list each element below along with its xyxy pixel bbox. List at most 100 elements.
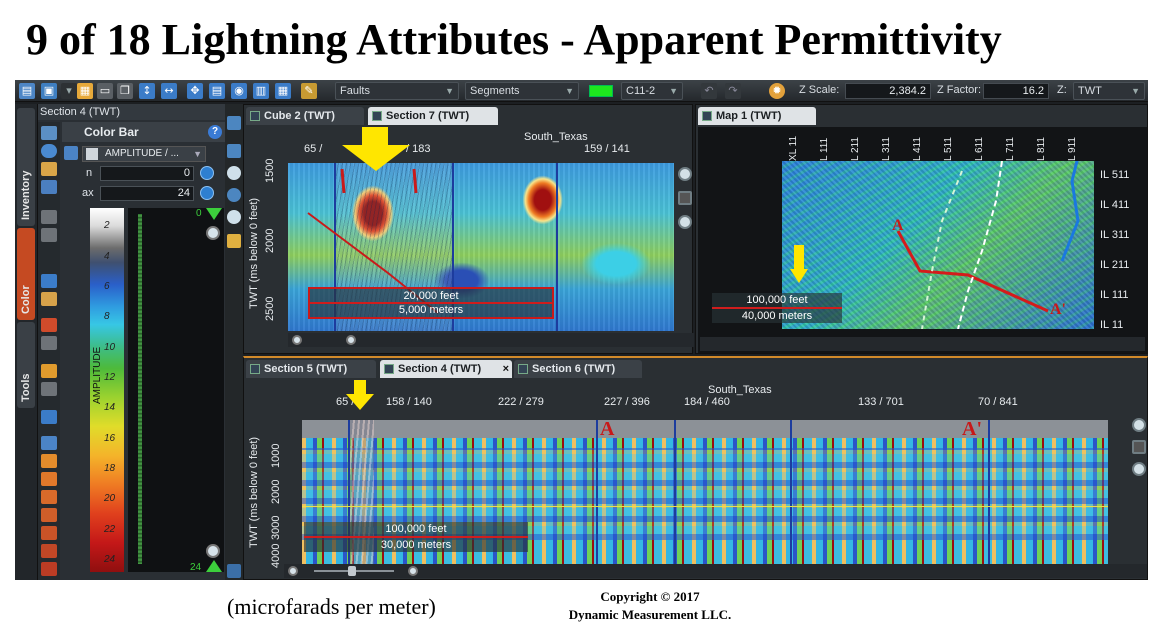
grid-icon[interactable]: ▦ (275, 83, 291, 99)
pan-icon[interactable]: ↕ (139, 83, 155, 99)
horizontal-scrollbar[interactable] (284, 564, 1147, 578)
pan-icon[interactable] (1132, 440, 1146, 454)
table-icon[interactable] (41, 436, 57, 450)
zoom-out-icon[interactable] (678, 215, 692, 229)
tab-tools[interactable]: Tools (17, 322, 35, 408)
min-field[interactable]: 0 (100, 166, 194, 181)
sun-icon[interactable]: ✹ (769, 83, 785, 99)
yellow-arrow-head (346, 394, 374, 410)
pan-icon[interactable] (678, 191, 692, 205)
tab-section-6[interactable]: Section 6 (TWT) (514, 360, 642, 378)
z-scale-field[interactable]: 2,384.2 (845, 83, 931, 99)
split-icon[interactable] (41, 274, 57, 288)
scale-feet-label: 20,000 feet (403, 290, 459, 302)
gradient-icon[interactable] (41, 454, 57, 468)
gradient-icon[interactable] (41, 490, 57, 504)
zoom-in-icon[interactable] (678, 167, 692, 181)
tab-section-7[interactable]: Section 7 (TWT) (368, 107, 498, 125)
gradient-icon[interactable] (41, 508, 57, 522)
rotate-icon[interactable] (227, 188, 241, 202)
brush-icon[interactable] (41, 364, 57, 378)
zoom-icon[interactable] (227, 166, 241, 180)
undo-icon[interactable] (41, 210, 57, 224)
view-icon[interactable]: ▥ (253, 83, 269, 99)
max-reset-button[interactable] (200, 186, 214, 200)
help-icon[interactable]: ? (208, 125, 222, 139)
scale-feet-label: 100,000 feet (746, 294, 808, 306)
segments-combo[interactable]: Segments ▼ (465, 82, 579, 100)
camera-icon[interactable]: ◉ (231, 83, 247, 99)
select-icon[interactable] (227, 144, 241, 158)
horizon-combo[interactable]: C11-2 ▼ (621, 82, 683, 100)
zoom-out-icon[interactable] (206, 544, 220, 558)
yellow-arrow-head (342, 145, 410, 171)
max-field[interactable]: 24 (100, 186, 194, 201)
redo-icon[interactable] (41, 228, 57, 242)
tab-section-4[interactable]: Section 4 (TWT) × (380, 360, 512, 378)
zoom-in-icon[interactable] (206, 226, 220, 240)
dropdown-icon[interactable]: ▾ (61, 83, 77, 99)
fit-icon[interactable]: ↔ (161, 83, 177, 99)
undo-icon[interactable]: ↶ (701, 83, 717, 99)
list-icon[interactable] (41, 126, 57, 140)
gradient-icon[interactable] (41, 562, 57, 576)
zoom-in-icon[interactable] (408, 566, 418, 576)
horizon-color-swatch[interactable] (589, 85, 613, 97)
color-scale-bar[interactable] (90, 208, 124, 572)
zoom-out-icon[interactable] (292, 335, 302, 345)
z-factor-field[interactable]: 16.2 (983, 83, 1049, 99)
color-chip-icon[interactable] (41, 292, 57, 306)
horizontal-scrollbar[interactable] (700, 337, 1145, 351)
copy-icon[interactable]: ❐ (117, 83, 133, 99)
zoom-out-icon[interactable] (288, 566, 298, 576)
zoom-in-icon[interactable] (1132, 418, 1146, 432)
refresh-icon[interactable] (41, 144, 57, 158)
horizontal-scrollbar[interactable] (288, 333, 694, 347)
marker-a-prime: A' (1050, 301, 1066, 318)
tab-cube-2[interactable]: Cube 2 (TWT) (246, 107, 364, 125)
faults-combo[interactable]: Faults ▼ (335, 82, 459, 100)
palette-icon[interactable] (41, 162, 57, 176)
pointer-icon[interactable] (41, 318, 57, 332)
lock-icon[interactable]: ▭ (97, 83, 113, 99)
pointer-icon[interactable] (227, 116, 241, 130)
gradient-icon[interactable] (41, 472, 57, 486)
tab-inventory[interactable]: Inventory (17, 108, 35, 226)
move-icon[interactable]: ✥ (187, 83, 203, 99)
section-viewer-bottom: Section 5 (TWT) Section 4 (TWT) × Sectio… (243, 356, 1148, 580)
bucket-icon[interactable] (41, 336, 57, 350)
tab-color[interactable]: Color (17, 228, 35, 320)
tab-map-1[interactable]: Map 1 (TWT) (698, 107, 816, 125)
inline-label: IL 11 (1100, 319, 1124, 331)
top-range-handle[interactable] (206, 208, 222, 220)
menu-icon[interactable] (64, 146, 78, 160)
layers-icon[interactable] (227, 234, 241, 248)
gradient-icon[interactable] (41, 544, 57, 558)
zoom-in-icon[interactable] (346, 335, 356, 345)
zoom-slider-thumb[interactable] (348, 566, 356, 576)
scale-meters-label: 30,000 meters (380, 539, 452, 551)
z-domain-combo[interactable]: TWT ▼ (1073, 82, 1145, 100)
bottom-range-handle[interactable] (206, 560, 222, 572)
layers-icon[interactable]: ▤ (209, 83, 225, 99)
zoom-out-icon[interactable] (1132, 462, 1146, 476)
axis-icon[interactable] (41, 410, 57, 424)
tab-section-5[interactable]: Section 5 (TWT) (246, 360, 376, 378)
open-icon[interactable]: ▤ (19, 83, 35, 99)
folder-icon[interactable]: ▦ (77, 83, 93, 99)
section-divider (556, 163, 558, 331)
redo-icon[interactable]: ↷ (725, 83, 741, 99)
expand-icon[interactable] (227, 564, 241, 578)
search-icon[interactable] (227, 210, 241, 224)
units-caption: (microfarads per meter) (227, 594, 436, 619)
tab-section-7-label: Section 7 (TWT) (386, 110, 470, 122)
document-icon[interactable] (41, 180, 57, 194)
save-icon[interactable]: ▣ (41, 83, 57, 99)
attribute-select[interactable]: AMPLITUDE / ... ▼ (82, 146, 206, 162)
pencil-icon[interactable]: ✎ (301, 83, 317, 99)
chevron-down-icon: ▼ (669, 86, 678, 96)
gradient-icon[interactable] (41, 526, 57, 540)
close-icon[interactable]: × (502, 363, 509, 375)
eraser-icon[interactable] (41, 382, 57, 396)
min-reset-button[interactable] (200, 166, 214, 180)
